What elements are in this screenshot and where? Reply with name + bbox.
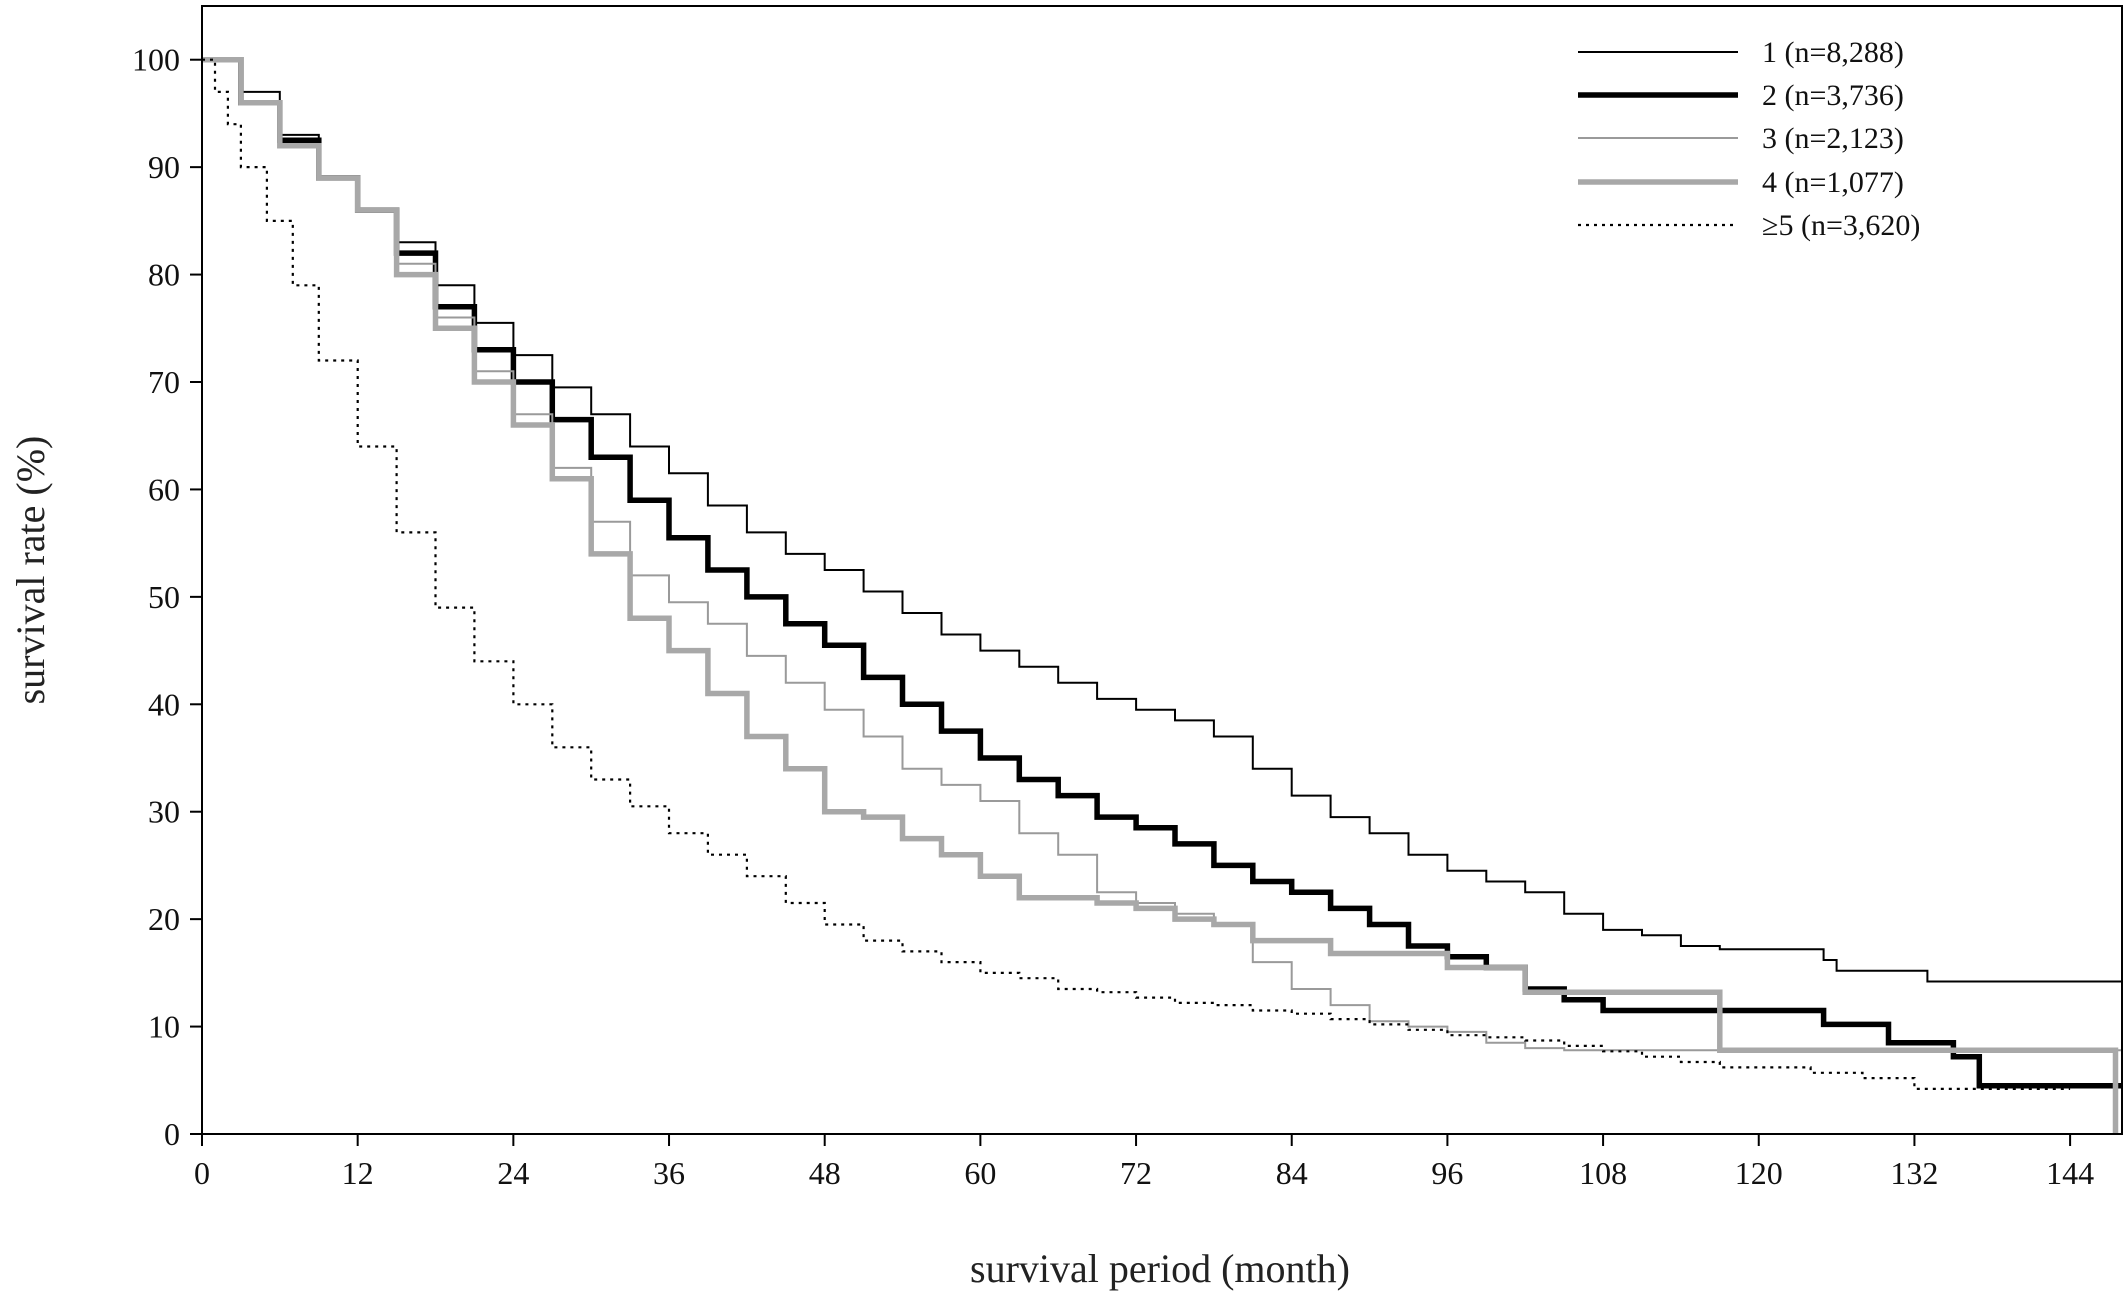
y-tick-label: 80: [148, 257, 180, 293]
y-tick-label: 40: [148, 686, 180, 722]
y-tick-label: 10: [148, 1009, 180, 1045]
x-tick-label: 84: [1276, 1155, 1308, 1191]
y-axis: 0 10 20 30 40 50 60 70 80 90 100: [132, 42, 202, 1152]
x-tick-label: 108: [1579, 1155, 1627, 1191]
y-tick-label: 70: [148, 364, 180, 400]
y-tick-label: 60: [148, 471, 180, 507]
y-tick-label: 50: [148, 579, 180, 615]
y-tick-label: 100: [132, 42, 180, 78]
x-tick-label: 60: [964, 1155, 996, 1191]
plot-frame: [201, 5, 2123, 1135]
y-tick-label: 20: [148, 901, 180, 937]
y-tick-label: 0: [164, 1116, 180, 1152]
y-tick-label: 90: [148, 149, 180, 185]
y-axis-title: survival rate (%): [8, 436, 53, 705]
legend-label-3: 3 (n=2,123): [1762, 122, 1904, 155]
x-axis: 0 12 24 36 48 60 72 84 96 108 120 132 144: [194, 1134, 2094, 1191]
legend-label-5: ≥5 (n=3,620): [1762, 209, 1920, 242]
x-tick-label: 12: [342, 1155, 374, 1191]
legend: 1 (n=8,288) 2 (n=3,736) 3 (n=2,123) 4 (n=1,…: [1578, 36, 1920, 242]
y-tick-label: 30: [148, 794, 180, 830]
x-tick-label: 24: [497, 1155, 529, 1191]
legend-label-1: 1 (n=8,288): [1762, 36, 1904, 69]
x-tick-label: 132: [1890, 1155, 1938, 1191]
x-tick-label: 36: [653, 1155, 685, 1191]
x-tick-label: 120: [1735, 1155, 1783, 1191]
x-tick-label: 48: [809, 1155, 841, 1191]
x-tick-label: 144: [2046, 1155, 2094, 1191]
legend-label-2: 2 (n=3,736): [1762, 79, 1904, 112]
series-layer: [202, 56, 2122, 1134]
x-tick-label: 96: [1431, 1155, 1463, 1191]
series-line-5: [202, 58, 2071, 1090]
series-line-4: [202, 56, 2119, 1134]
x-tick-label: 72: [1120, 1155, 1152, 1191]
series-line-1: [202, 58, 2122, 983]
legend-label-4: 4 (n=1,077): [1762, 166, 1904, 199]
x-tick-label: 0: [194, 1155, 210, 1191]
x-axis-title: survival period (month): [970, 1246, 1350, 1291]
